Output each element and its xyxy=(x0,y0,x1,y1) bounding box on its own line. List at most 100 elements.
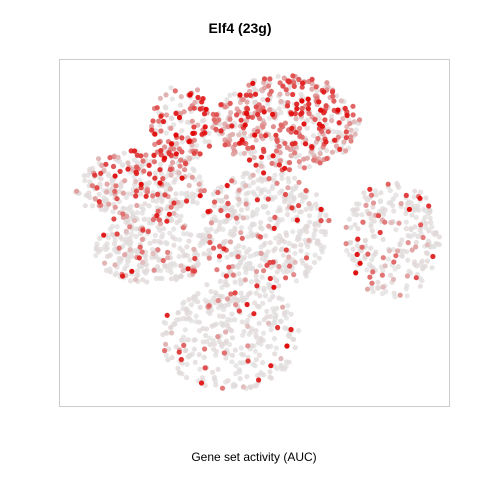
data-point-1989 xyxy=(299,105,305,112)
data-point-1169 xyxy=(427,215,433,221)
data-point-439 xyxy=(144,182,151,188)
data-point-1502 xyxy=(257,293,263,299)
data-point-1829 xyxy=(260,124,266,130)
data-point-653 xyxy=(111,247,117,253)
data-point-2229 xyxy=(179,175,185,181)
data-point-2021 xyxy=(156,139,162,146)
data-point-1999 xyxy=(272,214,278,220)
data-point-1911 xyxy=(301,165,307,171)
data-point-1878 xyxy=(158,128,164,134)
data-point-1247 xyxy=(217,278,223,284)
data-point-1591 xyxy=(140,259,146,265)
data-point-1226 xyxy=(388,200,394,206)
data-point-1455 xyxy=(188,302,194,308)
data-point-745 xyxy=(293,278,299,284)
data-point-387 xyxy=(140,162,146,168)
data-point-787 xyxy=(279,188,285,194)
data-point-143 xyxy=(274,153,280,159)
data-point-15 xyxy=(171,122,177,128)
data-point-1212 xyxy=(372,251,378,257)
data-point-2235 xyxy=(244,110,250,116)
data-point-1090 xyxy=(403,286,409,292)
data-point-1582 xyxy=(338,98,344,104)
data-point-1143 xyxy=(346,216,353,222)
data-point-2009 xyxy=(418,222,424,228)
data-point-671 xyxy=(245,190,251,196)
data-point-272 xyxy=(152,170,159,176)
data-point-263 xyxy=(82,178,88,184)
data-point-341 xyxy=(197,174,203,180)
data-point-1394 xyxy=(281,310,287,316)
data-point-879 xyxy=(251,252,257,258)
data-point-1495 xyxy=(237,360,243,366)
data-point-2001 xyxy=(217,243,223,249)
data-point-831 xyxy=(303,263,309,269)
data-point-1356 xyxy=(237,369,243,375)
data-point-1963 xyxy=(160,257,166,264)
data-point-1107 xyxy=(406,268,412,274)
data-point-2130 xyxy=(96,199,102,205)
data-point-2219 xyxy=(316,121,322,127)
data-point-1944 xyxy=(370,269,376,275)
data-point-814 xyxy=(284,211,291,218)
data-point-436 xyxy=(87,166,93,172)
data-point-2096 xyxy=(197,151,203,157)
data-point-1981 xyxy=(350,112,356,118)
data-point-1959 xyxy=(359,244,365,250)
data-point-1459 xyxy=(249,326,255,332)
data-point-903 xyxy=(247,253,253,259)
data-point-1968 xyxy=(155,208,161,214)
data-point-1905 xyxy=(219,385,226,391)
data-point-193 xyxy=(353,127,359,133)
data-point-586 xyxy=(184,244,190,250)
plot-frame xyxy=(59,59,450,407)
data-point-2126 xyxy=(136,255,142,261)
data-point-1471 xyxy=(185,337,191,343)
data-point-1518 xyxy=(247,313,253,319)
data-point-2029 xyxy=(154,105,160,111)
data-point-1736 xyxy=(343,148,349,154)
data-point-2086 xyxy=(270,259,276,265)
data-point-1478 xyxy=(279,296,285,302)
data-point-1134 xyxy=(411,231,417,238)
data-point-607 xyxy=(120,243,126,249)
data-point-2111 xyxy=(98,170,104,176)
data-point-469 xyxy=(186,238,192,244)
data-point-838 xyxy=(290,217,296,223)
data-point-1961 xyxy=(391,259,397,265)
data-point-2067 xyxy=(260,146,266,152)
data-point-2143 xyxy=(225,213,231,219)
data-point-1333 xyxy=(270,306,276,312)
data-point-1352 xyxy=(258,341,264,347)
data-point-1650 xyxy=(171,210,177,216)
data-point-2046 xyxy=(282,191,289,198)
data-point-2068 xyxy=(206,143,212,149)
data-point-525 xyxy=(124,258,130,264)
data-point-1094 xyxy=(370,204,376,210)
data-point-1398 xyxy=(193,313,199,319)
data-point-1928 xyxy=(187,106,193,112)
data-point-1078 xyxy=(375,279,381,285)
data-point-2121 xyxy=(238,117,244,123)
data-point-2122 xyxy=(284,103,291,109)
data-point-891 xyxy=(271,247,277,254)
data-point-1397 xyxy=(256,352,263,358)
data-point-1001 xyxy=(200,213,207,219)
data-point-2210 xyxy=(302,141,309,147)
data-point-959 xyxy=(238,281,244,287)
data-point-594 xyxy=(143,270,149,276)
data-point-947 xyxy=(267,216,273,222)
data-point-1343 xyxy=(175,310,181,316)
data-point-90 xyxy=(224,97,230,103)
data-point-738 xyxy=(216,257,222,263)
data-point-113 xyxy=(231,91,238,97)
data-point-1804 xyxy=(182,167,188,173)
data-point-53 xyxy=(168,115,174,122)
data-point-358 xyxy=(81,173,87,179)
data-point-1041 xyxy=(404,293,410,299)
data-point-274 xyxy=(194,200,200,206)
data-point-1916 xyxy=(180,225,186,231)
data-point-1641 xyxy=(241,150,248,156)
data-point-1873 xyxy=(380,255,386,261)
